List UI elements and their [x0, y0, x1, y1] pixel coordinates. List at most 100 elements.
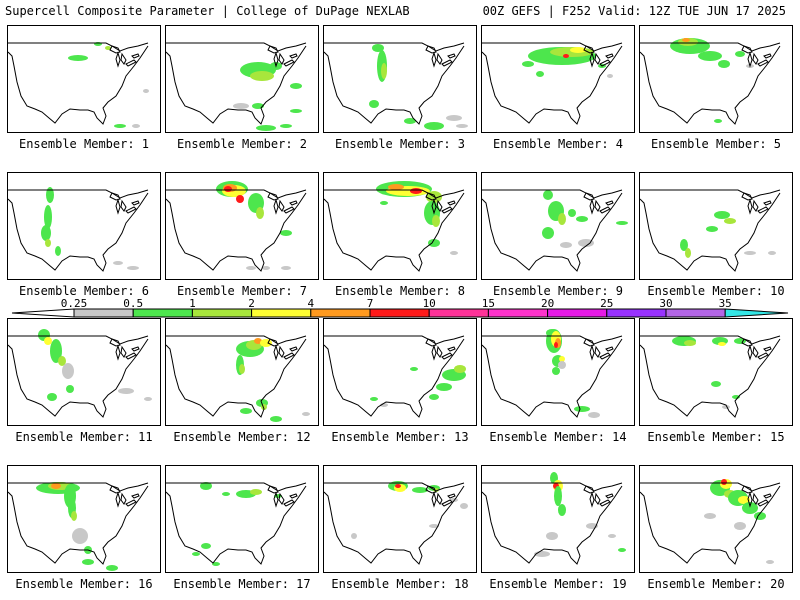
- legend-color-bin: [487, 308, 549, 318]
- great-lake-outline: [757, 59, 769, 67]
- run-valid-time: 00Z GEFS | F252 Valid: 12Z TUE JUN 17 20…: [482, 4, 786, 18]
- legend-color-bin: [369, 308, 430, 318]
- great-lake-outline: [447, 53, 456, 59]
- coastline: [640, 192, 781, 272]
- scp-contour-area: [118, 388, 134, 394]
- scp-contour-area: [290, 109, 302, 113]
- scp-contour-area: [72, 528, 88, 544]
- great-lake-outline: [757, 206, 769, 214]
- great-lake-outline: [267, 45, 279, 54]
- scp-contour-area: [239, 364, 245, 374]
- scp-contour-area: [618, 548, 626, 552]
- scp-contour-area: [706, 226, 718, 232]
- legend-tick-label: 35: [719, 297, 732, 310]
- ensemble-member-label: Ensemble Member: 10: [647, 284, 785, 298]
- ensemble-member-map: [481, 318, 635, 426]
- scp-contour-area: [718, 342, 726, 346]
- canada-border: [640, 189, 781, 199]
- ensemble-member-map: [639, 465, 793, 573]
- great-lake-outline: [267, 485, 279, 494]
- canada-border: [324, 335, 465, 345]
- great-lake-outline: [605, 346, 614, 352]
- scp-contour-area: [51, 483, 61, 489]
- coastline: [482, 45, 623, 125]
- scp-contour-area: [256, 125, 276, 131]
- scp-contour-area: [222, 492, 230, 496]
- scp-contour-area: [460, 503, 468, 509]
- ensemble-member-map: [323, 172, 477, 280]
- scp-contour-area: [372, 44, 384, 52]
- scp-contour-area: [127, 266, 139, 270]
- great-lake-outline: [757, 352, 769, 360]
- great-lake-outline: [583, 338, 595, 347]
- scp-contour-area: [735, 51, 745, 57]
- scp-contour-area: [554, 342, 558, 348]
- scp-contour-area: [45, 239, 51, 247]
- scp-contour-area: [432, 215, 440, 227]
- scp-contour-area: [568, 209, 576, 217]
- scp-contour-area: [280, 230, 292, 236]
- scp-contour-area: [44, 205, 52, 229]
- great-lake-outline: [589, 51, 595, 68]
- scp-contour-area: [429, 524, 439, 528]
- ensemble-member-map: [165, 465, 319, 573]
- coastline: [166, 338, 307, 418]
- color-scale-bar: 0.25 0.5 1 2 4 7 10 15 20 25 30 35: [11, 297, 789, 318]
- scp-contour-area: [714, 119, 722, 123]
- great-lake-outline: [583, 192, 595, 201]
- ensemble-member-label: Ensemble Member: 16: [15, 577, 153, 591]
- scp-contour-area: [724, 218, 736, 224]
- scp-contour-area: [302, 412, 310, 416]
- coastline: [8, 485, 149, 565]
- great-lake-outline: [425, 338, 437, 347]
- legend-tick-label: 1: [189, 297, 196, 310]
- scp-contour-area: [224, 186, 232, 192]
- scp-contour-area: [608, 534, 616, 538]
- coastline: [482, 192, 623, 272]
- scp-contour-area: [721, 479, 727, 485]
- scp-contour-area: [50, 339, 62, 363]
- scp-contour-area: [410, 367, 418, 371]
- great-lake-outline: [431, 51, 437, 68]
- scp-contour-area: [256, 207, 264, 219]
- coastline: [166, 192, 307, 272]
- scp-contour-area: [233, 103, 249, 109]
- ensemble-member-map: [7, 318, 161, 426]
- canada-border: [640, 42, 781, 52]
- great-lake-outline: [436, 199, 443, 212]
- ensemble-member-label: Ensemble Member: 1: [18, 137, 150, 151]
- member-map-svg: [482, 42, 623, 125]
- great-lake-outline: [120, 199, 127, 212]
- legend-tick-label: 0.5: [123, 297, 143, 310]
- scp-contour-area: [260, 339, 272, 347]
- scp-contour-area: [44, 337, 52, 345]
- scp-contour-area: [144, 397, 152, 401]
- scp-contour-area: [450, 251, 458, 255]
- great-lake-outline: [278, 199, 285, 212]
- member-map-svg: [166, 482, 307, 566]
- scp-contour-area: [395, 484, 401, 488]
- canada-border: [640, 335, 781, 345]
- member-map-svg: [324, 481, 468, 565]
- legend-tick-label: 20: [541, 297, 554, 310]
- legend-tick-label: 15: [482, 297, 495, 310]
- coastline: [324, 338, 465, 418]
- canada-border: [166, 335, 307, 345]
- great-lake-outline: [599, 499, 611, 507]
- scp-contour-area: [106, 565, 118, 571]
- coastline: [482, 485, 623, 565]
- great-lake-outline: [594, 52, 601, 65]
- legend-color-bin: [547, 308, 608, 318]
- scp-contour-area: [113, 261, 123, 265]
- scp-contour-area: [369, 100, 379, 108]
- great-lake-outline: [120, 492, 127, 505]
- great-lake-outline: [109, 45, 121, 54]
- scp-contour-area: [114, 124, 126, 128]
- canada-border: [8, 42, 149, 52]
- scp-contour-area: [370, 397, 378, 401]
- great-lake-outline: [120, 52, 127, 65]
- great-lake-outline: [283, 206, 295, 214]
- scp-contour-area: [742, 502, 758, 514]
- great-lake-outline: [763, 493, 772, 499]
- great-lake-outline: [763, 53, 772, 59]
